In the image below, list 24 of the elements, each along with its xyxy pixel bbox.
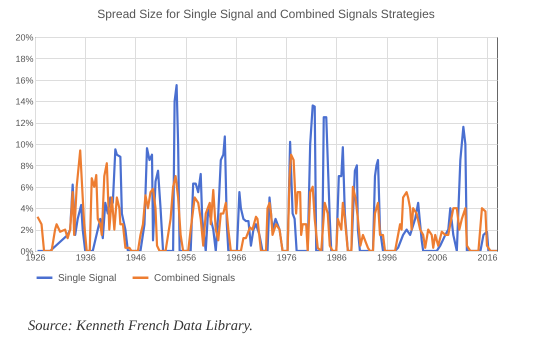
y-tick-label: 20%	[15, 32, 34, 42]
y-tick-label: 12%	[15, 118, 34, 128]
x-tick-label: 2016	[477, 252, 498, 262]
legend-label: Single Signal	[58, 272, 116, 284]
y-tick-label: 16%	[15, 75, 34, 86]
chart-title: Spread Size for Single Signal and Combined Signals Strategies	[97, 7, 435, 21]
y-tick-label: 2%	[20, 225, 34, 236]
y-tick-label: 4%	[20, 204, 34, 214]
x-tick-label: 1946	[126, 252, 146, 262]
x-tick-label: 1966	[226, 252, 246, 262]
x-tick-label: 1936	[76, 252, 96, 262]
x-tick-label: 1996	[377, 252, 398, 262]
x-tick-label: 2006	[427, 252, 448, 262]
x-tick-label: 1956	[176, 252, 196, 262]
y-tick-label: 18%	[15, 54, 34, 64]
y-tick-label: 10%	[15, 140, 34, 150]
source-note: Source: Kenneth French Data Library.	[28, 318, 253, 335]
x-tick-label: 1986	[326, 252, 347, 262]
x-tick-label: 1926	[25, 252, 46, 262]
y-tick-label: 8%	[20, 160, 34, 171]
y-tick-label: 6%	[20, 182, 34, 192]
x-tick-label: 1976	[276, 252, 297, 262]
y-tick-label: 14%	[15, 96, 34, 107]
legend-label: Combined Signals	[154, 272, 236, 284]
